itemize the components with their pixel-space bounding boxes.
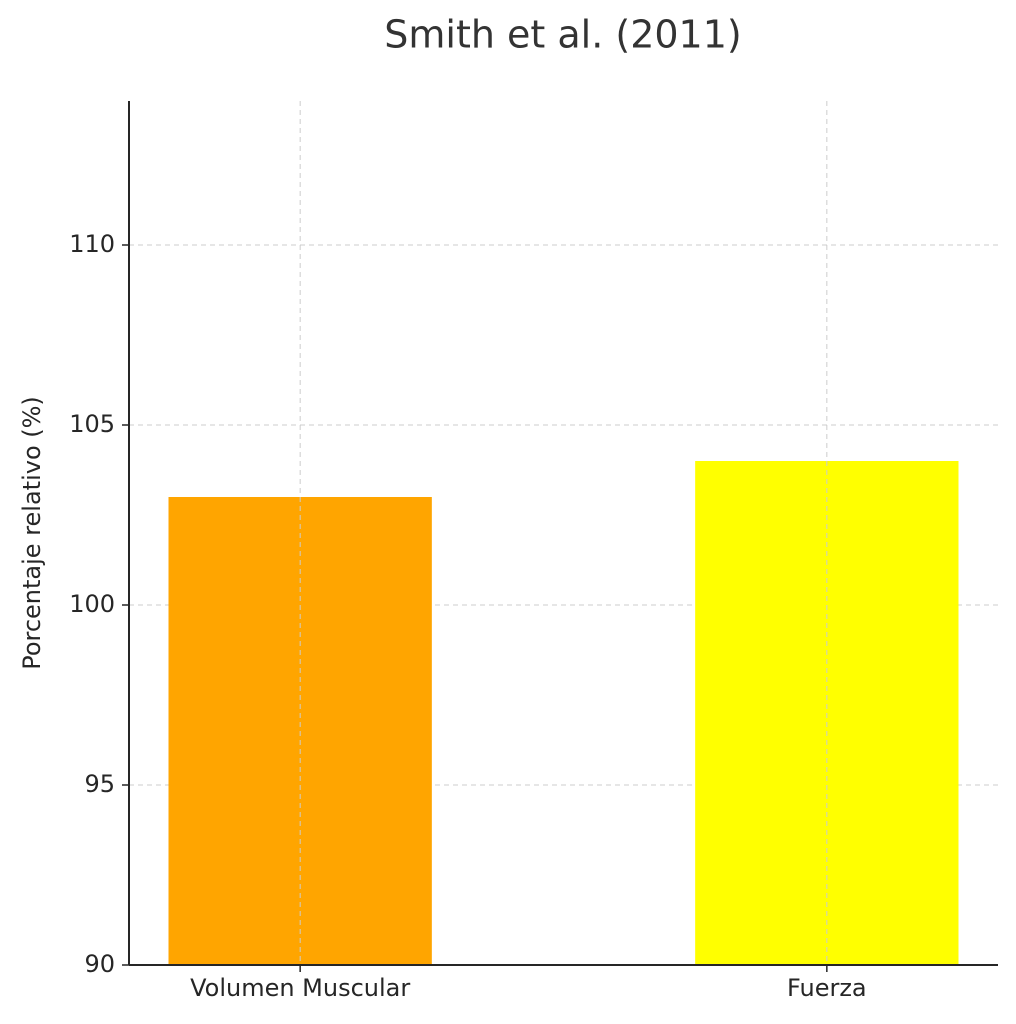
y-tick-label: 110 bbox=[69, 230, 115, 258]
axes: 90 95 100 105 110 Volumen Muscular Fuerza bbox=[69, 101, 998, 1002]
y-tick-label: 100 bbox=[69, 590, 115, 618]
bars bbox=[168, 461, 959, 965]
x-tick-label: Fuerza bbox=[787, 974, 867, 1002]
y-tick-label: 90 bbox=[84, 950, 115, 978]
x-tick-label: Volumen Muscular bbox=[190, 974, 410, 1002]
chart-title: Smith et al. (2011) bbox=[384, 13, 741, 57]
y-tick-label: 95 bbox=[84, 770, 115, 798]
y-tick-label: 105 bbox=[69, 410, 115, 438]
y-axis-label: Porcentaje relativo (%) bbox=[18, 396, 46, 670]
